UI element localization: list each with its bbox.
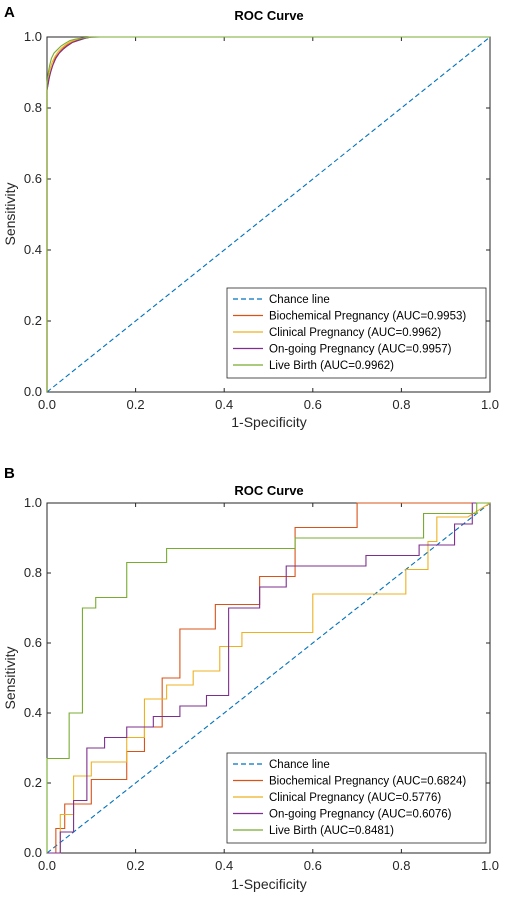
panel-b-title: ROC Curve <box>234 483 303 498</box>
panel-a-y-tick-label: 0.4 <box>24 242 42 257</box>
panel-a-y-tick-label: 0.0 <box>24 384 42 399</box>
panel-b-series-line-0 <box>46 502 491 854</box>
panel-a-legend-box <box>226 287 487 379</box>
panel-a-y-tick-label: 0.6 <box>24 171 42 186</box>
panel-b-legend-label-1: Biochemical Pregnancy (AUC=0.6824) <box>269 776 466 788</box>
panel-a-x-tick-label: 1.0 <box>481 397 499 412</box>
panel-a-x-tick-label: 0.0 <box>38 397 56 412</box>
panel-b-series-line-2 <box>47 502 491 854</box>
panel-a-ticks: 0.0 0.2 0.4 0.6 0.8 1.0 0.0 0.2 0.4 0.6 0.8 1.0 <box>24 29 499 412</box>
panel-a-title: ROC Curve <box>234 8 303 23</box>
panel-b-y-tick-label: 0.0 <box>24 845 42 860</box>
panel-a-series-line-3 <box>46 36 490 392</box>
panel-b-legend-label-2: Clinical Pregnancy (AUC=0.5776) <box>269 792 441 804</box>
panel-b-y-tick-label: 0.8 <box>24 565 42 580</box>
panel-a-legend-label-0: Chance line <box>269 294 330 306</box>
panel-a-x-tick-label: 0.8 <box>392 397 410 412</box>
panel-a-series-line-4 <box>46 36 490 392</box>
panel-b-x-tick-label: 0.2 <box>127 858 145 873</box>
panel-b-series-line-3 <box>47 502 490 854</box>
panel-b: B ROC Curve 0.0 0.2 0.4 0.6 0.8 1.0 0.0 0.2 0.4 0… <box>2 465 499 892</box>
panel-a-y-tick-label: 0.8 <box>24 100 42 115</box>
panel-b-x-tick-label: 0.8 <box>392 858 410 873</box>
panel-b-series <box>46 502 491 854</box>
panel-a-legend-entries: Chance line Biochemical Pregnancy (AUC=0.… <box>233 294 466 372</box>
panel-a-y-axis-label: Sensitivity <box>2 182 18 245</box>
panel-a: A ROC Curve 0.0 0.2 0.4 0.6 0.8 1.00.00.20.40… <box>2 4 499 430</box>
panel-b-legend: Chance line Biochemical Pregnancy (AUC=0.… <box>226 752 487 844</box>
panel-a-x-tick-label: 0.6 <box>304 397 322 412</box>
panel-b-y-tick-label: 1.0 <box>24 495 42 510</box>
panel-a-series-line-0 <box>46 36 491 393</box>
panel-b-legend-label-4: Live Birth (AUC=0.8481) <box>269 825 394 837</box>
panel-a-legend: Chance line Biochemical Pregnancy (AUC=0.… <box>226 287 487 379</box>
panel-b-series-line-1 <box>47 502 490 854</box>
panel-b-x-tick-label: 0.6 <box>304 858 322 873</box>
panel-b-legend-box <box>226 752 487 844</box>
panel-b-series-line-4 <box>46 502 490 853</box>
panel-a-y-tick-label: 1.0 <box>24 29 42 44</box>
panel-a-x-axis-label: 1-Specificity <box>231 414 306 430</box>
panel-a-legend-label-2: Clinical Pregnancy (AUC=0.9962) <box>269 327 441 339</box>
panel-a-x-tick-label: 0.4 <box>215 397 233 412</box>
panel-b-legend-label-0: Chance line <box>269 759 330 771</box>
panel-a-x-tick-label: 0.2 <box>127 397 145 412</box>
panel-b-legend-entries: Chance line Biochemical Pregnancy (AUC=0.… <box>233 759 466 837</box>
panel-b-x-tick-label: 0.0 <box>38 858 56 873</box>
panel-b-letter: B <box>4 465 15 482</box>
panel-b-x-tick-label: 1.0 <box>481 858 499 873</box>
panel-b-x-axis-label: 1-Specificity <box>231 876 306 892</box>
panel-a-legend-label-1: Biochemical Pregnancy (AUC=0.9953) <box>269 311 466 323</box>
panel-a-y-tick-label: 0.2 <box>24 313 42 328</box>
panel-b-x-tick-label: 0.4 <box>215 858 233 873</box>
panel-a-legend-label-3: On-going Pregnancy (AUC=0.9957) <box>269 344 452 356</box>
panel-a-legend-label-4: Live Birth (AUC=0.9962) <box>269 360 394 372</box>
panel-b-y-tick-label: 0.4 <box>24 705 42 720</box>
panel-b-legend-label-3: On-going Pregnancy (AUC=0.6076) <box>269 809 452 821</box>
panel-a-series <box>46 36 491 393</box>
panel-b-y-tick-label: 0.2 <box>24 775 42 790</box>
panel-a-letter: A <box>4 4 15 21</box>
panel-b-y-tick-label: 0.6 <box>24 635 42 650</box>
panel-b-y-axis-label: Sensitivity <box>2 646 18 709</box>
